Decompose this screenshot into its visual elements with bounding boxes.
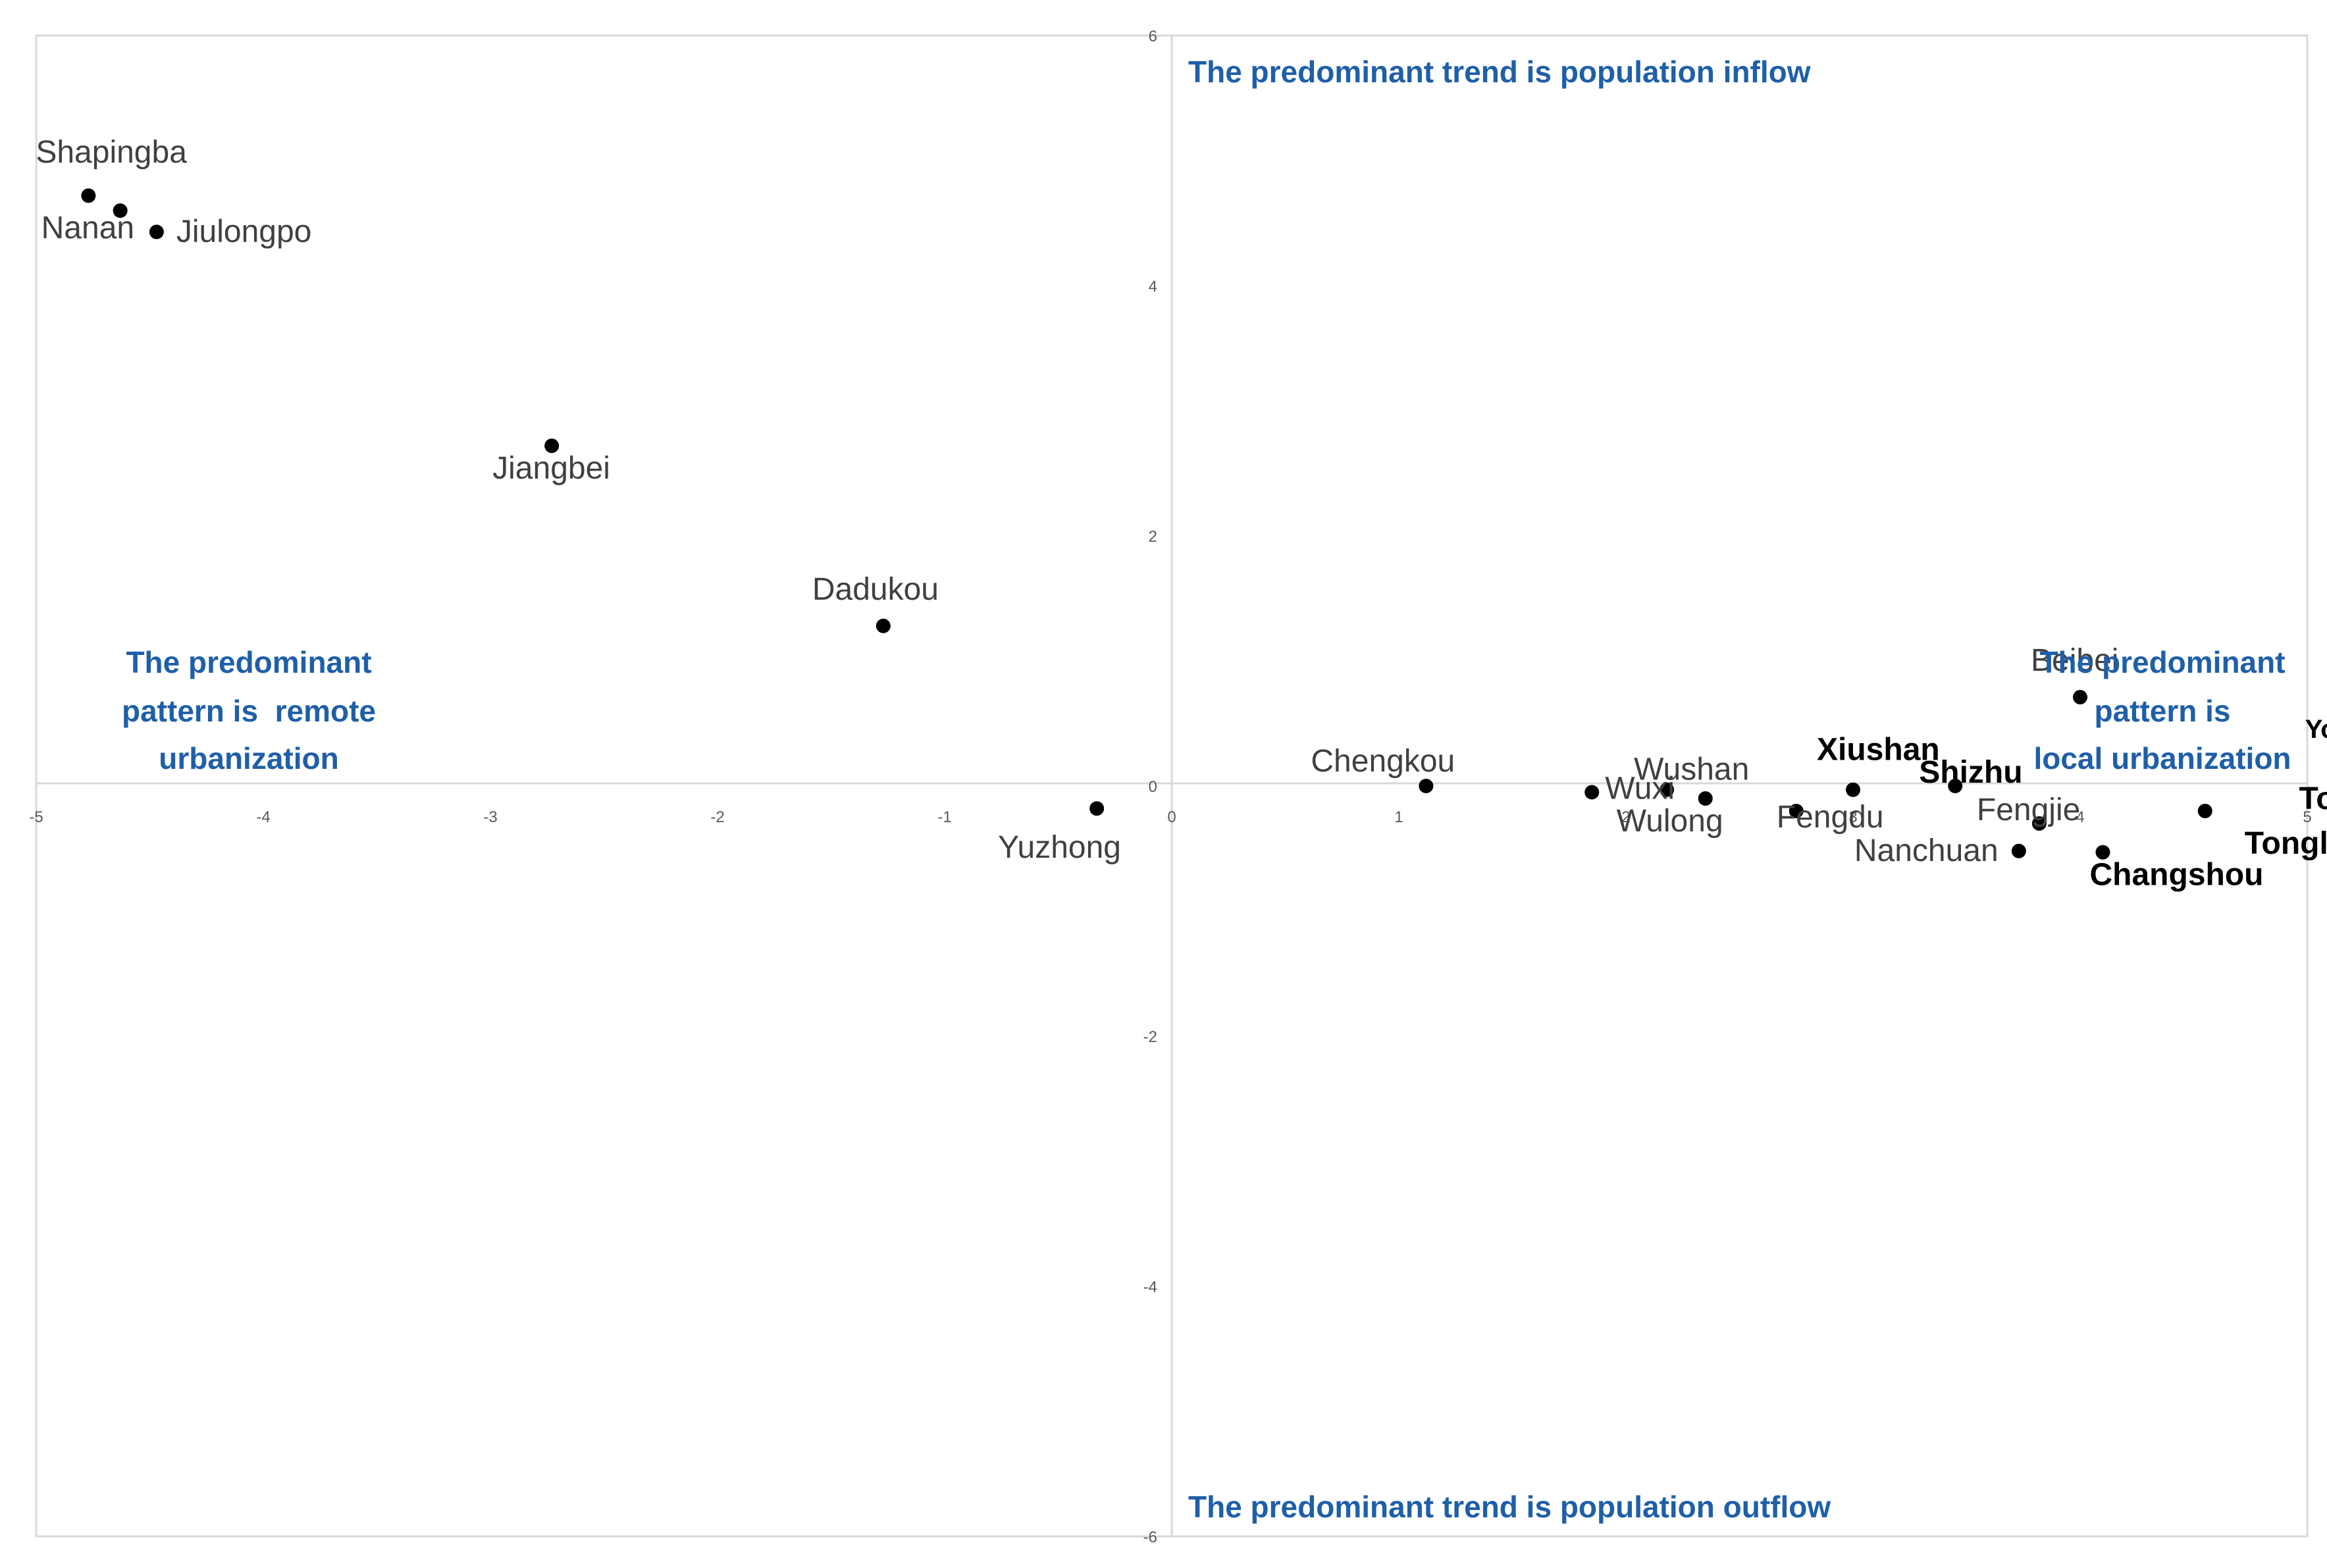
annotation-remote-line3: urbanization — [159, 741, 338, 775]
data-point-changshou — [2095, 845, 2110, 860]
data-point-nanchuan — [2011, 843, 2026, 858]
data-point-chengkou — [1419, 779, 1434, 793]
point-label-shapingba: Shapingba — [36, 135, 187, 170]
point-label-xiushan: Xiushan — [1817, 733, 1940, 768]
point-label-dadukou: Dadukou — [812, 572, 939, 607]
x-tick-label: 3 — [1848, 808, 1857, 826]
data-point-beibei — [2073, 690, 2087, 705]
annotation-local-line2: pattern is — [2094, 694, 2230, 728]
data-point-jiangbei — [544, 438, 560, 454]
point-label-chengkou: Chengkou — [1311, 744, 1455, 779]
data-point-fengjie — [2031, 816, 2047, 831]
point-label-tongliang: Tongliang — [2245, 826, 2327, 861]
data-point-tongliang — [2197, 804, 2212, 818]
y-tick-label: 6 — [1149, 28, 1157, 45]
annotation-remote-line2: pattern is remote — [122, 694, 376, 728]
y-tick-label: 2 — [1149, 528, 1157, 546]
x-tick-label: -2 — [710, 808, 724, 826]
annotation-local-line1: The predominant — [2039, 645, 2285, 679]
data-point-wulong — [1698, 791, 1713, 806]
data-point-nanan — [113, 203, 128, 218]
y-tick-labels: 6 4 2 0 -2 -4 -6 — [1143, 28, 1157, 1546]
data-point-yuzhong — [1089, 801, 1105, 816]
point-label-yuzhong: Yuzhong — [998, 830, 1121, 865]
data-point-wuxi — [1584, 785, 1600, 800]
point-label-nanan: Nanan — [41, 211, 134, 246]
point-label-wuxi: Wuxi — [1605, 771, 1675, 806]
x-tick-label: -1 — [937, 808, 951, 826]
data-point-shizhu — [1948, 779, 1963, 793]
data-point-jiulongpo — [149, 224, 164, 240]
point-label-fengdu: Fengdu — [1777, 800, 1884, 835]
data-point-shapingba — [81, 188, 96, 203]
annotation-outflow: The predominant trend is population outf… — [1188, 1490, 1831, 1524]
x-tick-label: 0 — [1167, 808, 1176, 826]
point-label-yongchuan: Yongchuan — [2305, 715, 2327, 744]
y-tick-label: -4 — [1143, 1278, 1157, 1296]
point-label-wushan: Wushan — [1634, 752, 1749, 787]
y-tick-label: 4 — [1149, 278, 1157, 296]
point-label-jiangbei: Jiangbei — [492, 451, 610, 486]
x-tick-label: 2 — [1621, 808, 1630, 826]
annotation-remote-line1: The predominant — [126, 645, 371, 679]
data-point-dadukou — [876, 618, 891, 633]
x-tick-label: 1 — [1394, 808, 1403, 826]
data-point-wushan — [1660, 782, 1675, 797]
point-label-fengjie: Fengjie — [1977, 793, 2080, 827]
x-tick-label: -3 — [483, 808, 497, 826]
x-tick-label: 5 — [2303, 808, 2311, 826]
point-label-jiulongpo: Jiulongpo — [176, 214, 312, 249]
x-tick-label: -5 — [29, 808, 43, 826]
x-tick-label: 4 — [2076, 808, 2084, 826]
point-label-shizhu: Shizhu — [1919, 755, 2022, 790]
point-labels: Shapingba Nanan Jiulongpo Jiangbei Dadukou Yu… — [36, 135, 2327, 893]
data-point-xiushan — [1846, 782, 1860, 797]
point-label-beibei: Beibei — [2031, 643, 2118, 678]
y-tick-label: -6 — [1143, 1529, 1157, 1546]
annotation-local-line3: local urbanization — [2033, 741, 2291, 775]
point-label-changshou: Changshou — [2090, 858, 2264, 893]
point-label-wulong: Wulong — [1617, 804, 1723, 839]
y-tick-label: -2 — [1143, 1028, 1157, 1046]
point-label-nanchuan: Nanchuan — [1854, 833, 1999, 868]
data-points — [81, 188, 2212, 860]
x-tick-labels: -5 -4 -3 -2 -1 0 1 2 3 4 5 — [29, 808, 2311, 826]
x-tick-label: -4 — [256, 808, 270, 826]
point-label-tongnan: Tongnan — [2299, 781, 2327, 816]
annotation-inflow: The predominant trend is population infl… — [1188, 55, 1811, 89]
y-tick-label: 0 — [1149, 778, 1157, 796]
data-point-fengdu — [1789, 804, 1804, 818]
